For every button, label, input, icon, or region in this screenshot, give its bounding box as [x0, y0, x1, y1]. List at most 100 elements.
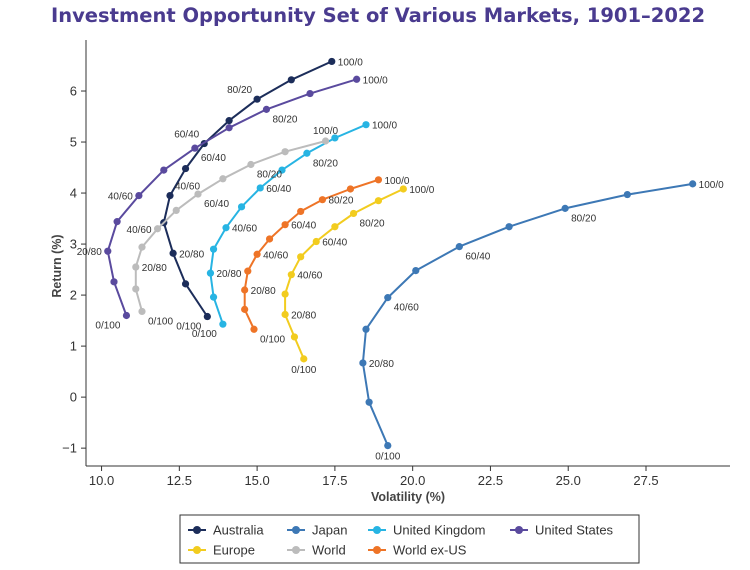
x-tick-label: 25.0 [556, 473, 581, 488]
series-europe [281, 185, 407, 363]
point-label: 60/40 [204, 199, 229, 210]
point-label: 40/60 [297, 271, 322, 282]
data-point [244, 267, 252, 275]
x-axis-label: Volatility (%) [371, 490, 445, 504]
series-japan [359, 180, 697, 450]
y-tick-label: 6 [70, 84, 77, 99]
point-label: 20/80 [77, 247, 102, 258]
data-point [219, 320, 227, 328]
legend-item-australia: Australia [188, 523, 264, 538]
data-point [623, 190, 631, 199]
data-point [222, 224, 230, 232]
data-point [181, 280, 190, 288]
data-point [225, 117, 233, 125]
x-tick-label: 17.5 [322, 473, 347, 488]
data-point [281, 310, 289, 319]
data-point [225, 124, 233, 132]
point-label: 0/100 [176, 322, 201, 333]
legend-item-japan: Japan [287, 523, 347, 538]
data-point [290, 333, 299, 341]
data-point [300, 355, 308, 363]
point-label: 20/80 [179, 249, 204, 260]
x-tick-label: 22.5 [478, 473, 503, 488]
data-point [331, 134, 339, 142]
data-point [281, 290, 289, 298]
data-point [206, 269, 215, 277]
chart-title: Investment Opportunity Set of Various Ma… [51, 4, 705, 27]
data-point [359, 359, 367, 367]
legend-label: United Kingdom [393, 523, 486, 538]
series-line-japan [361, 182, 693, 446]
point-label: 40/60 [108, 192, 133, 203]
data-point [505, 223, 513, 231]
data-point [241, 305, 249, 313]
data-point [362, 325, 370, 333]
point-labels: 0/100 20/80 40/60 60/40 80/20 100/0 0/100 20/80… [77, 57, 724, 462]
data-point [113, 218, 121, 226]
series-layer [104, 57, 697, 450]
point-label: 80/20 [328, 196, 353, 207]
data-point [172, 206, 180, 214]
point-label: 20/80 [291, 310, 316, 321]
legend-box [179, 514, 640, 564]
point-label: 60/40 [465, 252, 490, 263]
point-label: 20/80 [216, 269, 241, 280]
legend-label: Australia [213, 523, 264, 538]
data-point [331, 223, 339, 231]
point-label: 100/0 [384, 176, 409, 187]
legend-label: World ex-US [393, 543, 467, 558]
data-point [318, 196, 327, 204]
data-point [191, 144, 199, 152]
data-point [122, 311, 131, 320]
point-label: 80/20 [360, 218, 385, 229]
series-world [132, 137, 330, 316]
legend-item-world-ex-us: World ex-US [368, 543, 467, 558]
series-united-states [104, 75, 361, 320]
legend-item-united-kingdom: United Kingdom [368, 523, 486, 538]
point-label: 80/20 [272, 114, 297, 125]
data-point [209, 293, 218, 301]
point-label: 40/60 [232, 224, 257, 235]
data-point [247, 160, 255, 169]
point-label: 20/80 [142, 263, 167, 274]
data-point [135, 192, 143, 200]
data-point [153, 225, 162, 233]
legend-item-world: World [287, 543, 346, 558]
y-tick-label: 4 [70, 186, 77, 201]
legend-label: Europe [213, 543, 255, 558]
point-label: 60/40 [174, 130, 199, 141]
data-point [297, 253, 305, 261]
data-point [237, 203, 246, 211]
data-point [346, 185, 355, 193]
data-point [384, 294, 392, 302]
x-tick-label: 12.5 [167, 473, 192, 488]
data-point [297, 207, 305, 216]
data-point [306, 89, 314, 98]
point-label: 40/60 [394, 303, 419, 314]
point-label: 100/0 [372, 121, 397, 132]
legend-item-europe: Europe [188, 543, 255, 558]
legend-swatch-marker [292, 526, 300, 534]
point-label: 100/0 [699, 180, 724, 191]
x-tick-label: 10.0 [89, 473, 114, 488]
legend-swatch-marker [373, 546, 381, 554]
legend-swatch-marker [292, 546, 300, 554]
data-point [110, 278, 118, 286]
point-label: 100/0 [363, 75, 388, 86]
data-point [374, 176, 383, 184]
point-label: 60/40 [201, 153, 226, 164]
point-label: 60/40 [291, 221, 316, 232]
data-point [312, 237, 320, 246]
point-label: 100/0 [409, 185, 434, 196]
point-label: 20/80 [369, 359, 394, 370]
data-point [160, 166, 168, 174]
data-point [209, 245, 218, 253]
legend-swatch-marker [193, 546, 201, 554]
point-label: 0/100 [291, 365, 316, 376]
legend-swatch-marker [515, 526, 523, 534]
point-label: 80/20 [571, 213, 596, 224]
data-point [241, 286, 249, 294]
point-label: 0/100 [148, 316, 173, 327]
legend-label: United States [535, 523, 614, 538]
data-point [353, 75, 361, 83]
